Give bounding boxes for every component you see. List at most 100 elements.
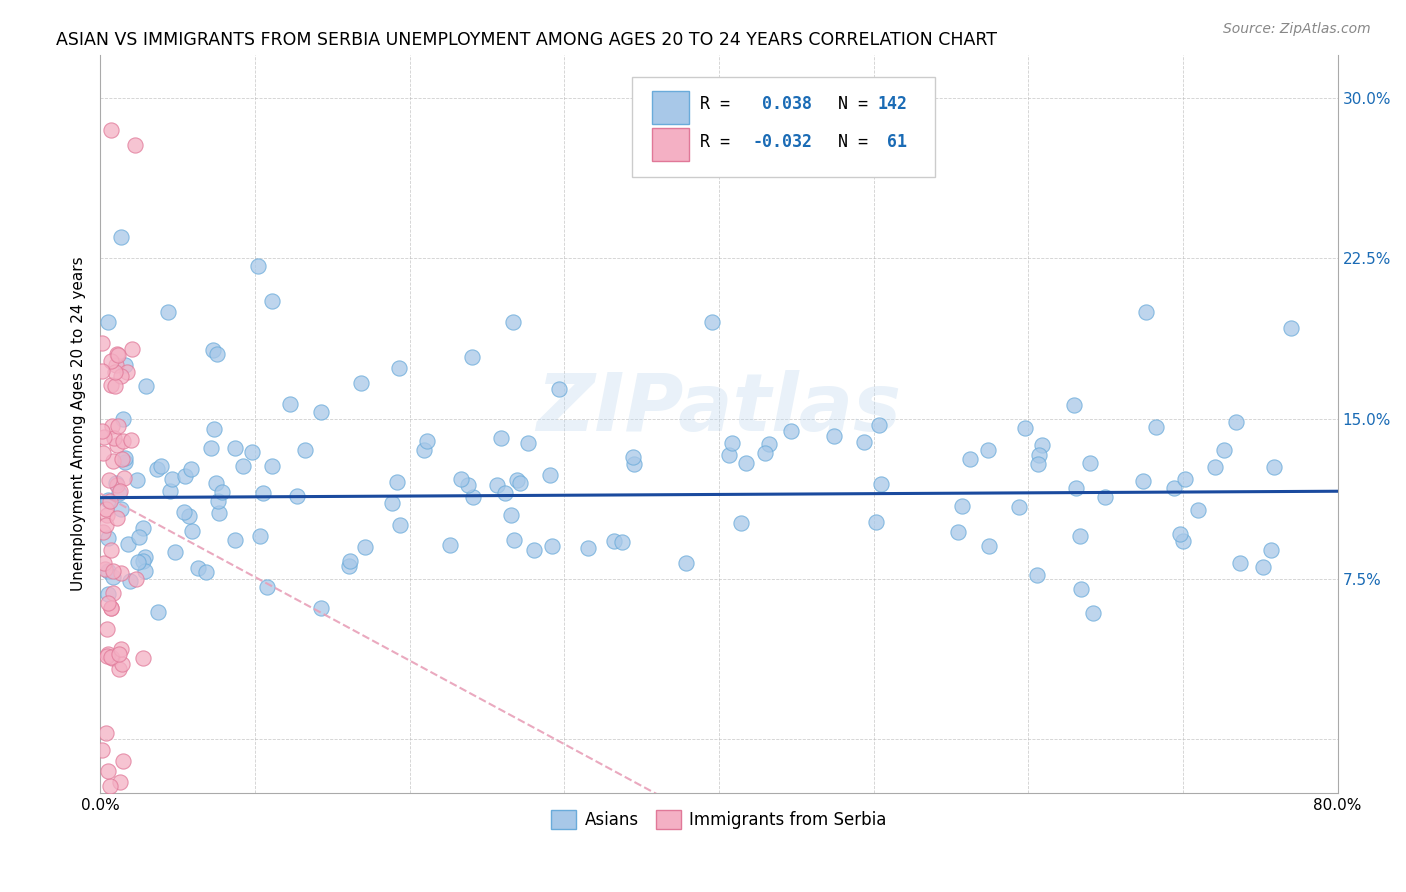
Point [1132, 474, 1154, 488]
Point [246, 259, 269, 273]
Point [509, 475, 531, 490]
Point [132, 520, 155, 534]
Point [780, 424, 803, 438]
Point [1026, 457, 1049, 471]
Point [194, 565, 217, 579]
Point [1251, 559, 1274, 574]
Text: -0.032: -0.032 [752, 133, 813, 151]
Point [489, 431, 512, 445]
Point [93, 562, 115, 576]
Point [90, 364, 112, 378]
Point [865, 515, 887, 529]
Point [675, 556, 697, 570]
Point [111, 452, 134, 467]
Point [110, 483, 132, 498]
Point [950, 500, 973, 514]
Point [134, 565, 156, 579]
Point [96, 508, 118, 522]
Point [134, 549, 156, 564]
Point [108, 774, 131, 789]
Point [256, 581, 278, 595]
Point [135, 378, 157, 392]
Point [132, 554, 155, 568]
Point [101, 569, 124, 583]
Point [461, 490, 484, 504]
Point [547, 383, 569, 397]
Point [101, 418, 124, 433]
Point [112, 754, 135, 768]
Point [1173, 472, 1195, 486]
Point [450, 472, 472, 486]
Point [114, 451, 136, 466]
Point [730, 516, 752, 530]
Point [149, 459, 172, 474]
Point [350, 376, 373, 390]
Point [623, 457, 645, 471]
Point [97, 647, 120, 661]
Point [720, 436, 742, 450]
Point [285, 489, 308, 503]
Point [1170, 527, 1192, 541]
Point [494, 485, 516, 500]
Point [576, 541, 599, 556]
Point [1094, 490, 1116, 504]
Point [388, 360, 411, 375]
Point [100, 779, 122, 793]
Point [754, 446, 776, 460]
Point [90, 335, 112, 350]
Point [90, 743, 112, 757]
Point [224, 533, 246, 547]
Point [385, 475, 408, 489]
Point [112, 471, 135, 485]
Point [160, 473, 183, 487]
Point [439, 537, 461, 551]
Point [100, 354, 122, 368]
Point [202, 422, 225, 436]
Legend: Asians, Immigrants from Serbia: Asians, Immigrants from Serbia [544, 804, 893, 836]
Point [946, 524, 969, 539]
Point [103, 586, 125, 600]
Point [389, 518, 412, 533]
Point [1008, 500, 1031, 514]
Point [224, 441, 246, 455]
Point [110, 368, 132, 383]
Point [309, 405, 332, 419]
Point [125, 572, 148, 586]
Point [145, 462, 167, 476]
Point [97, 564, 120, 578]
Point [610, 535, 633, 549]
Point [96, 622, 118, 636]
Text: 61: 61 [877, 133, 907, 151]
Point [115, 365, 138, 379]
Point [1204, 459, 1226, 474]
FancyBboxPatch shape [633, 78, 935, 177]
Point [180, 462, 202, 476]
FancyBboxPatch shape [652, 128, 689, 161]
Point [1070, 582, 1092, 596]
Point [159, 484, 181, 499]
Point [1014, 420, 1036, 434]
Point [128, 530, 150, 544]
Point [96, 726, 118, 740]
Point [502, 315, 524, 329]
Point [485, 478, 508, 492]
Point [100, 377, 122, 392]
Text: 0.038: 0.038 [752, 95, 813, 112]
Point [104, 379, 127, 393]
Point [294, 442, 316, 457]
Point [457, 477, 479, 491]
Point [104, 358, 127, 372]
Point [173, 505, 195, 519]
Point [107, 647, 129, 661]
Point [96, 518, 118, 533]
Point [100, 649, 122, 664]
Point [869, 477, 891, 491]
Point [700, 315, 723, 329]
Point [460, 350, 482, 364]
Point [100, 600, 122, 615]
Point [96, 649, 118, 664]
Point [499, 508, 522, 523]
Point [1187, 503, 1209, 517]
Point [132, 651, 155, 665]
Point [104, 365, 127, 379]
